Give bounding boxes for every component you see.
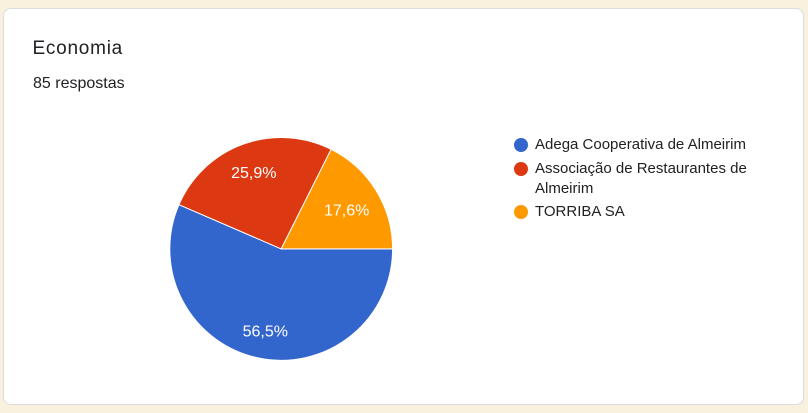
svg-text:56,5%: 56,5%	[243, 323, 288, 340]
svg-text:25,9%: 25,9%	[231, 165, 276, 182]
svg-text:17,6%: 17,6%	[324, 203, 369, 220]
